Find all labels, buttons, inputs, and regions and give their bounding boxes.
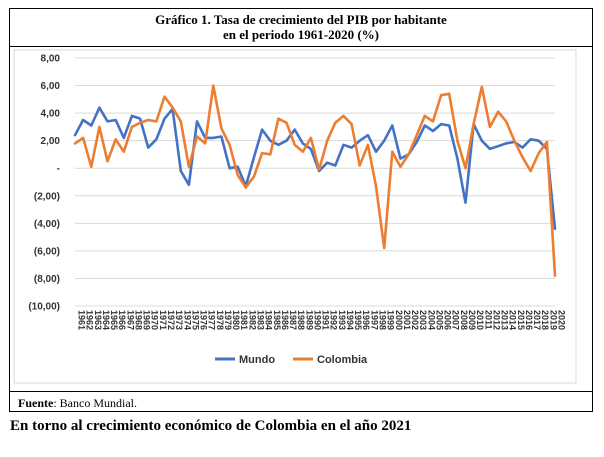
x-tick-label: 1998 xyxy=(378,310,388,330)
y-tick-label: 6,00 xyxy=(41,81,61,92)
x-tick-label: 1970 xyxy=(150,310,160,330)
x-tick-label: 2013 xyxy=(500,310,510,330)
series-line-mundo xyxy=(73,106,557,231)
x-tick-label: 1991 xyxy=(321,310,331,330)
x-tick-label: 1980 xyxy=(231,310,241,330)
figure-frame: Gráfico 1. Tasa de crecimiento del PIB p… xyxy=(9,8,593,412)
x-tick-label: 1982 xyxy=(247,310,257,330)
x-tick-label: 1990 xyxy=(312,310,322,330)
x-tick-label: 1987 xyxy=(288,310,298,330)
y-tick-label: (6,00) xyxy=(34,246,60,257)
x-tick-label: 1996 xyxy=(361,310,371,330)
x-tick-label: 2019 xyxy=(548,310,558,330)
x-tick-label: 1995 xyxy=(353,310,363,330)
x-tick-label: 1994 xyxy=(345,310,355,330)
x-tick-label: 1967 xyxy=(125,310,135,330)
x-tick-label: 1988 xyxy=(296,310,306,330)
x-tick-label: 2018 xyxy=(540,310,550,330)
y-tick-label: (2,00) xyxy=(34,191,60,202)
y-tick-label: 4,00 xyxy=(41,109,61,120)
x-tick-label: 2001 xyxy=(402,310,412,330)
legend-label-mundo: Mundo xyxy=(239,354,275,366)
x-tick-label: 2000 xyxy=(394,310,404,330)
x-tick-label: 2016 xyxy=(524,310,534,330)
x-tick-label: 1974 xyxy=(182,310,192,330)
x-tick-label: 2002 xyxy=(410,310,420,330)
y-tick-label: (4,00) xyxy=(34,219,60,230)
x-tick-label: 1978 xyxy=(215,310,225,330)
x-tick-label: 2007 xyxy=(451,310,461,330)
x-tick-label: 1979 xyxy=(223,310,233,330)
x-tick-label: 1976 xyxy=(199,310,209,330)
x-tick-label: 2015 xyxy=(516,310,526,330)
series-lines xyxy=(73,84,557,278)
document-caption: En torno al crecimiento económico de Col… xyxy=(10,418,412,434)
x-tick-label: 2020 xyxy=(557,310,567,330)
gridlines xyxy=(75,57,555,307)
y-tick-label: (8,00) xyxy=(34,274,60,285)
x-tick-label: 1964 xyxy=(101,310,111,330)
x-tick-label: 1971 xyxy=(158,310,168,330)
x-tick-label: 1961 xyxy=(77,310,87,330)
chart-title: Gráfico 1. Tasa de crecimiento del PIB p… xyxy=(10,9,592,47)
x-tick-label: 2010 xyxy=(475,310,485,330)
x-tick-label: 1986 xyxy=(280,310,290,330)
x-tick-label: 1975 xyxy=(190,310,200,330)
x-tick-label: 1993 xyxy=(337,310,347,330)
x-tick-label: 1962 xyxy=(85,310,95,330)
x-tick-label: 1969 xyxy=(142,310,152,330)
chart-title-line-2: en el periodo 1961-2020 (%) xyxy=(223,27,379,42)
x-tick-label: 2012 xyxy=(491,310,501,330)
chart-title-line-1: Gráfico 1. Tasa de crecimiento del PIB p… xyxy=(155,12,447,27)
x-tick-label: 1966 xyxy=(117,310,127,330)
x-tick-label: 1977 xyxy=(207,310,217,330)
y-tick-label: 2,00 xyxy=(41,136,61,147)
y-axis-ticks: 8,00 6,00 4,00 2,00 - (2,00) (4,00) (6,00) (8,00… xyxy=(28,54,60,313)
x-tick-label: 1984 xyxy=(264,310,274,330)
x-tick-label: 2003 xyxy=(418,310,428,330)
source-note: Fuente: Banco Mundial. xyxy=(10,391,592,413)
x-tick-label: 1989 xyxy=(304,310,314,330)
x-tick-label: 2006 xyxy=(443,310,453,330)
legend-label-colombia: Colombia xyxy=(317,354,368,366)
x-tick-label: 1965 xyxy=(109,310,119,330)
x-tick-label: 1985 xyxy=(272,310,282,330)
y-tick-label: 8,00 xyxy=(41,54,61,65)
x-tick-label: 1963 xyxy=(93,310,103,330)
x-tick-label: 2008 xyxy=(459,310,469,330)
x-tick-label: 2014 xyxy=(508,310,518,330)
x-tick-label: 2005 xyxy=(434,310,444,330)
x-tick-label: 1972 xyxy=(166,310,176,330)
x-tick-label: 1968 xyxy=(133,310,143,330)
y-tick-label: (10,00) xyxy=(28,302,60,313)
x-tick-label: 1997 xyxy=(369,310,379,330)
x-tick-label: 1999 xyxy=(386,310,396,330)
x-tick-label: 2017 xyxy=(532,310,542,330)
source-text: : Banco Mundial. xyxy=(53,396,137,410)
x-tick-label: 1992 xyxy=(329,310,339,330)
chart-area-border xyxy=(13,49,577,384)
legend: Mundo Colombia xyxy=(215,354,368,366)
y-tick-label: - xyxy=(57,164,60,175)
x-axis-ticks: 1961196219631964196519661967196819691970… xyxy=(77,310,567,330)
x-tick-label: 1981 xyxy=(239,310,249,330)
x-tick-label: 1983 xyxy=(255,310,265,330)
x-tick-label: 1973 xyxy=(174,310,184,330)
source-label: Fuente xyxy=(18,396,54,410)
series-line-colombia xyxy=(73,84,557,278)
x-tick-label: 2011 xyxy=(483,310,493,330)
x-tick-label: 2004 xyxy=(426,310,436,330)
x-tick-label: 2009 xyxy=(467,310,477,330)
